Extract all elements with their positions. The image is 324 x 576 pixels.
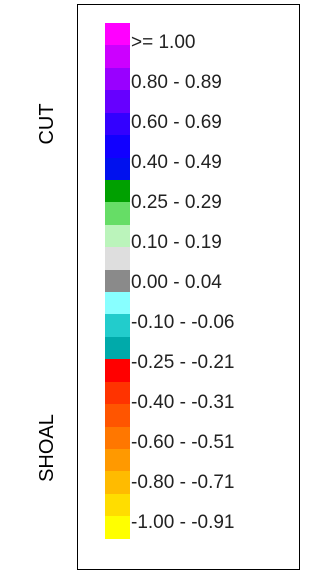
color-swatch bbox=[105, 179, 130, 203]
range-label: -0.10 - -0.06 bbox=[131, 312, 235, 333]
range-label: 0.25 - 0.29 bbox=[131, 192, 222, 213]
color-swatch bbox=[105, 45, 130, 68]
color-swatch bbox=[105, 23, 130, 46]
color-swatch bbox=[105, 404, 130, 427]
color-swatch bbox=[105, 224, 130, 248]
color-legend: >= 1.00 0.80 - 0.89 0.60 - 0.69 0.40 - 0.49… bbox=[77, 4, 300, 570]
range-label: 0.00 - 0.04 bbox=[131, 272, 222, 293]
shoal-label: SHOAL bbox=[36, 414, 58, 482]
color-swatch bbox=[105, 90, 130, 113]
range-label: -0.60 - -0.51 bbox=[131, 432, 235, 453]
color-swatch bbox=[105, 471, 130, 494]
color-swatch bbox=[105, 516, 130, 539]
range-label: -0.80 - -0.71 bbox=[131, 472, 235, 493]
color-swatch bbox=[105, 336, 130, 360]
color-swatch bbox=[105, 292, 130, 315]
color-swatch bbox=[105, 359, 130, 382]
range-label: 0.80 - 0.89 bbox=[131, 72, 222, 93]
color-swatch bbox=[105, 247, 130, 270]
range-label: -0.25 - -0.21 bbox=[131, 352, 235, 373]
color-swatch bbox=[105, 449, 130, 472]
cut-label: CUT bbox=[36, 103, 58, 145]
color-swatch bbox=[105, 493, 130, 517]
color-swatch bbox=[105, 112, 130, 136]
color-swatch bbox=[105, 67, 130, 91]
color-swatch bbox=[105, 269, 130, 293]
color-swatch bbox=[105, 157, 130, 180]
color-swatch-column bbox=[105, 23, 130, 539]
color-swatch bbox=[105, 314, 130, 337]
range-label: -0.40 - -0.31 bbox=[131, 392, 235, 413]
color-swatch bbox=[105, 135, 130, 158]
color-swatch bbox=[105, 381, 130, 405]
range-label: >= 1.00 bbox=[131, 32, 196, 53]
range-label: 0.60 - 0.69 bbox=[131, 112, 222, 133]
range-label: 0.10 - 0.19 bbox=[131, 232, 222, 253]
range-label: 0.40 - 0.49 bbox=[131, 152, 222, 173]
color-swatch bbox=[105, 202, 130, 225]
color-swatch bbox=[105, 426, 130, 450]
range-label: -1.00 - -0.91 bbox=[131, 512, 235, 533]
